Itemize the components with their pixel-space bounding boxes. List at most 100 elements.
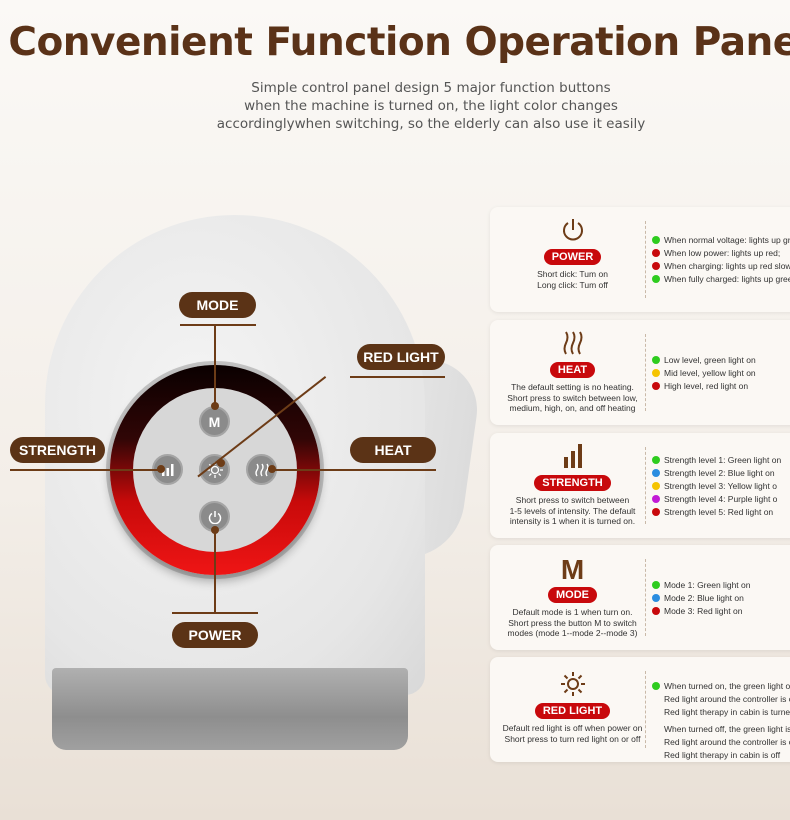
subtitle-line: Simple control panel design 5 major func… [251, 80, 611, 96]
light-status-item: When normal voltage: lights up gr [652, 234, 790, 247]
light-status-text: Red light around the controller is o [664, 693, 790, 704]
divider [645, 671, 646, 748]
light-status-item: When fully charged: lights up gree [652, 273, 790, 286]
panel-description-line: Short dick: Tum on [537, 269, 608, 279]
light-status-text: Mode 3: Red light on [664, 605, 743, 616]
function-panel-heat: HEAT The default setting is no heating. Sh… [490, 320, 790, 425]
light-status-item: Mode 3: Red light on [652, 604, 790, 617]
strength-icon [161, 463, 173, 476]
mode-button[interactable]: M [199, 406, 230, 437]
status-light-dot [652, 751, 660, 759]
light-status-text: When charging: lights up red slow [664, 261, 790, 271]
status-light-dot [652, 355, 660, 364]
light-status-item: When charging: lights up red slow [652, 260, 790, 273]
status-light-dot [652, 455, 660, 464]
callout-line [272, 469, 436, 471]
light-status-text: When low power: lights up red; [664, 248, 781, 258]
status-light-dot [652, 236, 660, 244]
light-status-item: Strength level 1: Green light on [652, 453, 790, 466]
light-status-text: Mode 1: Green light on [664, 579, 751, 590]
power-icon [208, 510, 221, 524]
light-status-text: Strength level 3: Yellow light o [664, 480, 777, 491]
subtitle-line: accordinglywhen switching, so the elderl… [216, 116, 646, 132]
page-title: Convenient Function Operation Panel [8, 20, 790, 65]
panel-description-line: Default red light is off when power on [502, 723, 643, 733]
light-status-text: Strength level 1: Green light on [664, 454, 782, 465]
heat-icon [562, 331, 584, 362]
status-light-dot [652, 593, 660, 602]
heat-icon [254, 463, 269, 476]
divider [645, 447, 646, 524]
function-panel-strength: STRENGTH Short press to switch between 1-5… [490, 433, 790, 538]
light-status-item: Red light therapy in cabin is turned [652, 705, 790, 718]
light-status-item: Mid level, yellow light on [652, 366, 790, 379]
light-status-text: Strength level 2: Blue light on [664, 467, 775, 478]
panel-description-line: Default mode is 1 when turn on. [512, 607, 633, 617]
red-light-button[interactable] [199, 454, 230, 485]
status-light-dot [652, 580, 660, 589]
status-light-dot [652, 681, 660, 690]
panel-description-line: intensity is 1 when it is turned on. [509, 516, 636, 526]
status-light-dot [652, 494, 660, 503]
status-light-dot [652, 606, 660, 615]
light-status-item: Low level, green light on [652, 353, 790, 366]
panel-description-line: modes (mode 1--mode 2--mode 3) [507, 628, 638, 638]
light-status-item: When turned off, the green light is [652, 722, 790, 735]
light-status-text: High level, red light on [664, 380, 749, 391]
panel-description-line: Short press to switch between [515, 495, 630, 505]
function-badge: MODE [548, 587, 597, 603]
light-status-item: Strength level 2: Blue light on [652, 466, 790, 479]
light-status-text: Mode 2: Blue light on [664, 592, 744, 603]
light-status-item: Strength level 4: Purple light o [652, 492, 790, 505]
light-status-item: Red light therapy in cabin is off [652, 748, 790, 761]
panel-description-line: The default setting is no heating. [511, 382, 634, 392]
status-light-dot [652, 695, 660, 703]
light-status-item: Strength level 5: Red light on [652, 505, 790, 518]
function-panel-power: POWER Short dick: Tum on Long click: Tum o… [490, 207, 790, 312]
status-light-dot [652, 249, 660, 257]
callout-dot [157, 465, 165, 473]
divider [645, 221, 646, 298]
light-status-text: Red light therapy in cabin is turned [664, 706, 790, 717]
light-status-text: Red light therapy in cabin is off [664, 749, 781, 760]
callout-line [172, 612, 258, 614]
light-status-text: Red light around the controller is o [664, 736, 790, 747]
label-power: POWER [172, 622, 258, 648]
light-status-text: Low level, green light on [664, 354, 756, 365]
function-panel-mode: M MODE Default mode is 1 when turn on. Shor… [490, 545, 790, 650]
status-light-dot [652, 725, 660, 733]
panel-description-line: medium, high, on, and off heating [509, 403, 636, 413]
function-badge: RED LIGHT [534, 703, 611, 719]
light-status-text: When turned off, the green light is [664, 723, 790, 734]
light-status-item: Red light around the controller is o [652, 692, 790, 705]
light-status-item: High level, red light on [652, 379, 790, 392]
light-status-item: Mode 2: Blue light on [652, 591, 790, 604]
light-status-item: Strength level 3: Yellow light o [652, 479, 790, 492]
status-light-dot [652, 262, 660, 270]
function-panel-red-light: RED LIGHT Default red light is off when p… [490, 657, 790, 762]
mode-icon: M [560, 554, 585, 585]
status-light-dot [652, 381, 660, 390]
strength-button[interactable] [152, 454, 183, 485]
panel-description-line: Long click: Tum off [537, 279, 608, 290]
light-status-item: When low power: lights up red; [652, 247, 790, 260]
light-status-text: Strength level 5: Red light on [664, 506, 774, 517]
status-light-dot [652, 368, 660, 377]
subtitle-line: when the machine is turned on, the light… [244, 98, 618, 114]
function-badge: POWER [543, 249, 602, 265]
callout-dot [217, 459, 225, 467]
light-status-text: Mid level, yellow light on [664, 367, 756, 378]
function-badge: STRENGTH [534, 475, 611, 491]
status-light-dot [652, 481, 660, 490]
sun-icon [560, 672, 586, 703]
strength-icon [563, 444, 583, 475]
callout-dot [211, 402, 219, 410]
light-status-text: Strength level 4: Purple light o [664, 493, 778, 504]
callout-dot [268, 465, 276, 473]
power-icon [560, 219, 586, 249]
light-status-text: When turned on, the green light on [664, 680, 790, 691]
status-light-dot [652, 468, 660, 477]
callout-line [350, 376, 445, 378]
label-red-light: RED LIGHT [357, 344, 445, 370]
light-status-item: Red light around the controller is o [652, 735, 790, 748]
